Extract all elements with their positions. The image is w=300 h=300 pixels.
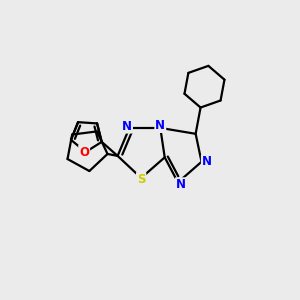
Text: S: S: [137, 173, 146, 186]
Text: N: N: [176, 178, 186, 191]
Text: N: N: [155, 119, 165, 132]
Text: O: O: [79, 146, 89, 158]
Text: N: N: [122, 120, 132, 133]
Text: N: N: [202, 155, 212, 168]
